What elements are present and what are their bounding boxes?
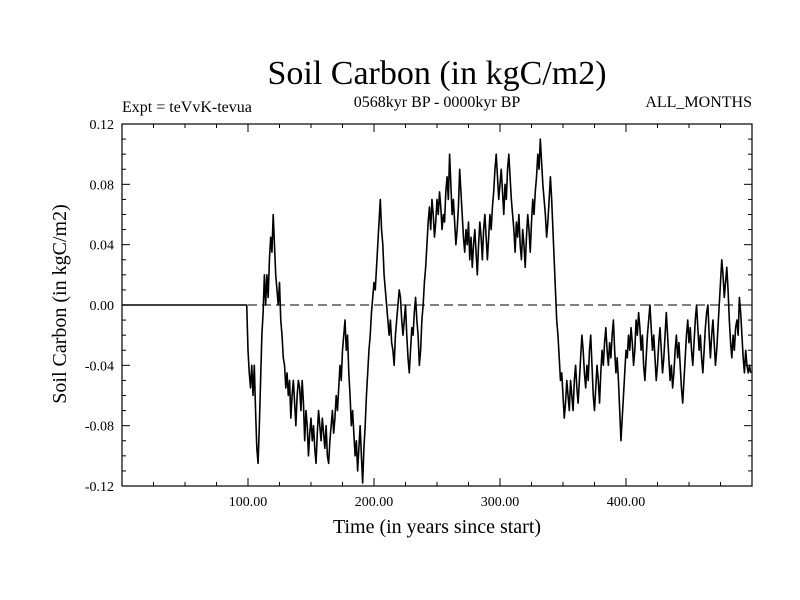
x-tick-label: 200.00	[355, 495, 394, 510]
x-tick-label: 400.00	[607, 495, 646, 510]
y-tick-label: 0.00	[90, 299, 115, 314]
x-tick-label: 300.00	[481, 495, 520, 510]
y-tick-label: -0.08	[85, 420, 114, 435]
y-axis-label: Soil Carbon (in kgC/m2)	[49, 204, 71, 403]
x-tick-label: 100.00	[229, 495, 268, 510]
y-tick-label: 0.04	[90, 239, 115, 254]
y-tick-label: 0.12	[90, 118, 115, 133]
time-range-label: 0568kyr BP - 0000kyr BP	[354, 94, 521, 111]
y-tick-label: -0.04	[85, 359, 114, 374]
series-line	[122, 138, 752, 484]
chart-title: Soil Carbon (in kgC/m2)	[267, 55, 606, 92]
plot-area: -0.12 -0.08 -0.04 0.00 0.04 0.08 0.12 100.00 200…	[85, 118, 753, 510]
experiment-label: Expt = teVvK-tevua	[122, 99, 252, 116]
x-axis-label: Time (in years since start)	[333, 516, 541, 538]
months-label: ALL_MONTHS	[645, 94, 752, 111]
y-tick-label: 0.08	[90, 178, 115, 193]
y-tick-label: -0.12	[85, 480, 114, 495]
